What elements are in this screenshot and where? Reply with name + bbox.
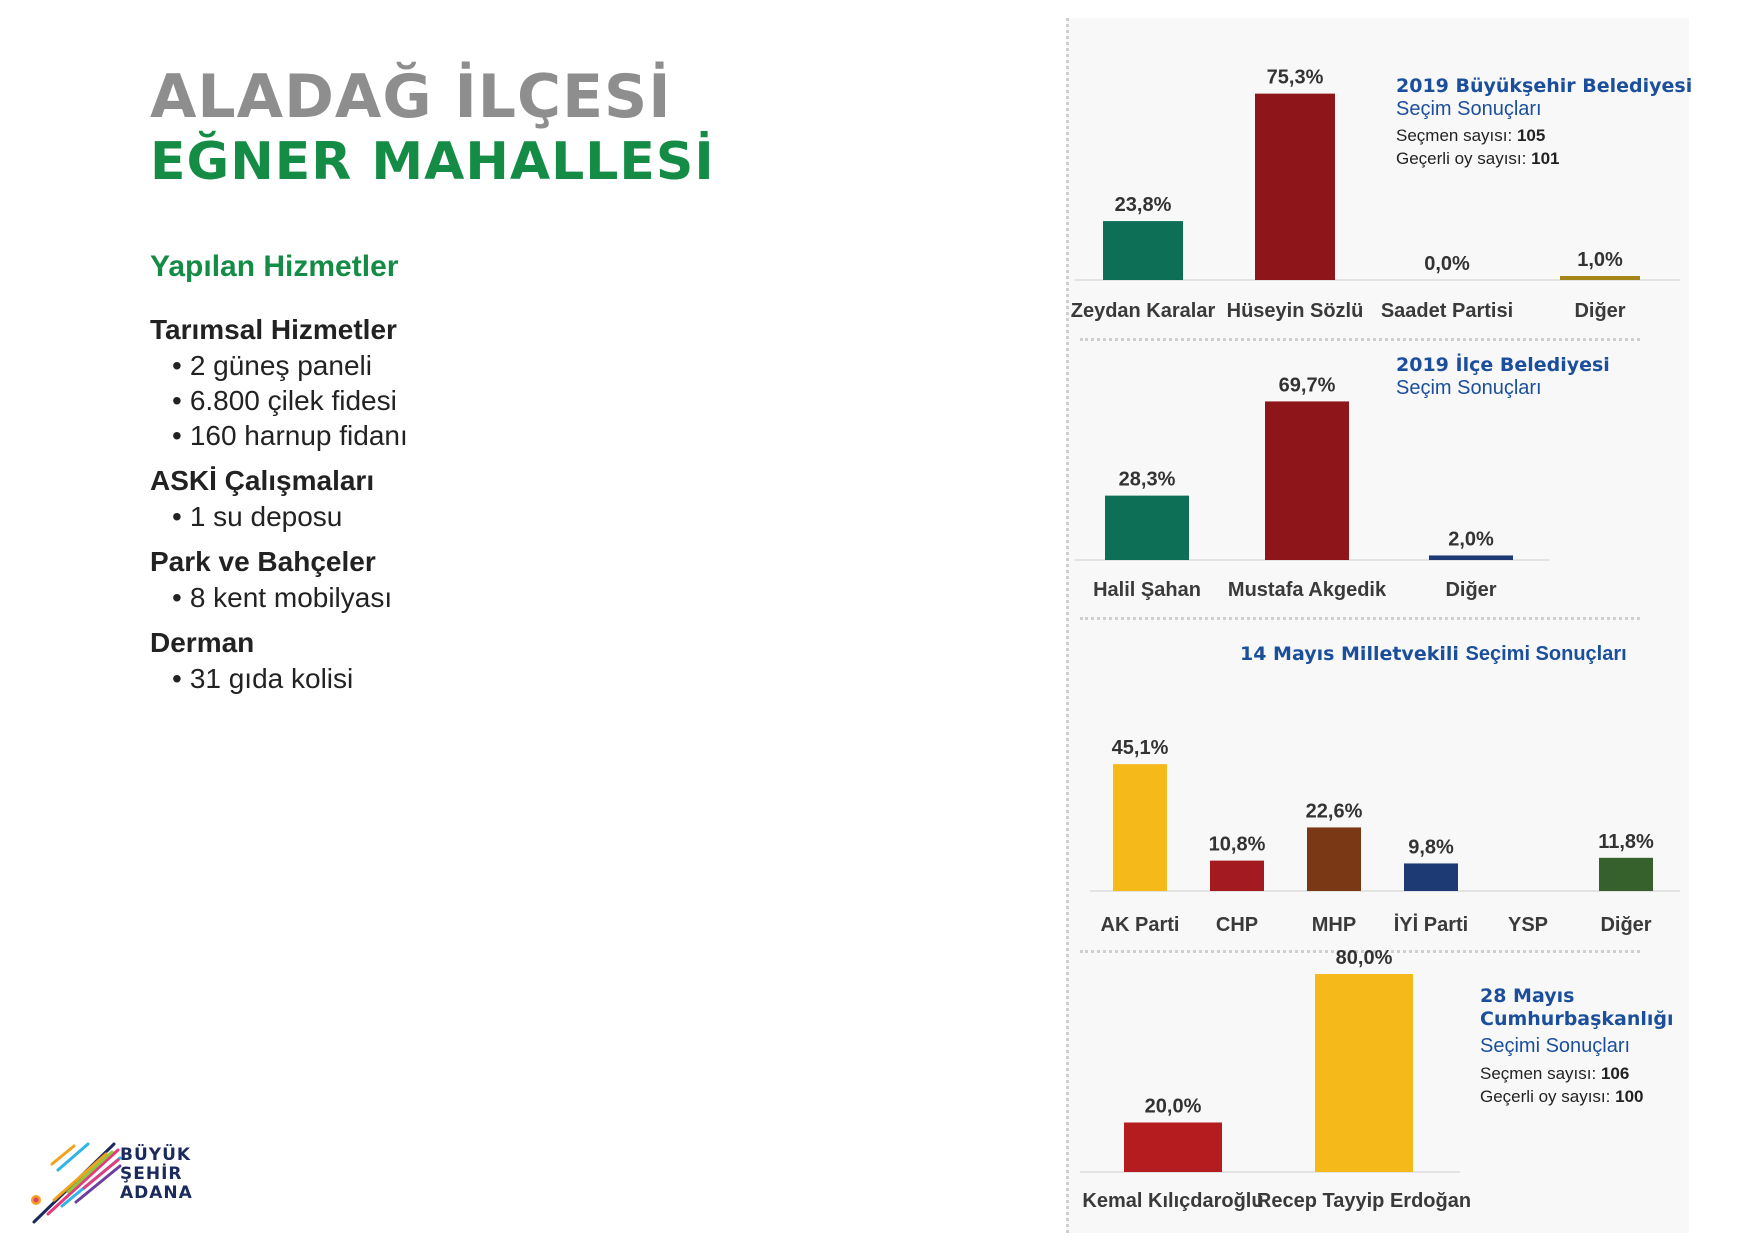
service-item: 31 gıda kolisi bbox=[172, 661, 408, 696]
logo-text: BÜYÜK ŞEHİR ADANA bbox=[120, 1146, 193, 1203]
data-label: 45,1% bbox=[1112, 737, 1169, 759]
voter-count: Seçmen sayısı: 105 bbox=[1396, 126, 1546, 145]
district-title: ALADAĞ İLÇESİ bbox=[150, 62, 672, 132]
category-label: Diğer bbox=[1445, 579, 1496, 601]
data-label: 28,3% bbox=[1119, 469, 1176, 491]
category-label: Diğer bbox=[1574, 300, 1625, 322]
category-label: YSP bbox=[1508, 914, 1548, 936]
bar bbox=[1560, 276, 1640, 280]
bar bbox=[1429, 555, 1513, 560]
services-heading: Yapılan Hizmetler bbox=[150, 250, 399, 283]
valid-vote-count: Geçerli oy sayısı: 101 bbox=[1396, 149, 1560, 168]
category-label: Zeydan Karalar bbox=[1071, 300, 1216, 322]
category-label: Recep Tayyip Erdoğan bbox=[1257, 1190, 1471, 1212]
bar bbox=[1599, 857, 1653, 891]
logo-line: BÜYÜK bbox=[120, 1145, 192, 1165]
chart-title: 2019 Büyükşehir Belediyesi bbox=[1396, 75, 1693, 97]
category-label: Saadet Partisi bbox=[1381, 300, 1513, 322]
data-label: 22,6% bbox=[1306, 800, 1363, 822]
section-divider bbox=[1080, 617, 1640, 620]
bar bbox=[1315, 974, 1413, 1172]
category-label: Mustafa Akgedik bbox=[1228, 579, 1387, 601]
data-label: 9,8% bbox=[1408, 836, 1454, 858]
neighborhood-title: EĞNER MAHALLESİ bbox=[150, 132, 715, 192]
logo-line: ADANA bbox=[120, 1183, 193, 1203]
service-item: 8 kent mobilyası bbox=[172, 580, 408, 615]
bar bbox=[1113, 764, 1167, 891]
data-label: 80,0% bbox=[1336, 947, 1393, 969]
service-items: 2 güneş paneli 6.800 çilek fidesi 160 ha… bbox=[150, 348, 408, 453]
bar bbox=[1255, 93, 1335, 280]
service-category-title: Derman bbox=[150, 627, 255, 658]
service-item: 160 harnup fidanı bbox=[172, 418, 408, 453]
bar bbox=[1105, 495, 1189, 560]
data-label: 23,8% bbox=[1115, 194, 1172, 216]
service-item: 2 güneş paneli bbox=[172, 348, 408, 383]
logo-line: ŞEHİR bbox=[120, 1164, 183, 1184]
chart-title: 14 Mayıs Milletvekili Seçimi Sonuçları bbox=[1240, 643, 1627, 665]
voter-count: Seçmen sayısı: 106 bbox=[1480, 1064, 1630, 1083]
category-label: CHP bbox=[1216, 914, 1258, 936]
category-label: MHP bbox=[1312, 914, 1356, 936]
service-items: 31 gıda kolisi bbox=[150, 661, 408, 696]
data-label: 69,7% bbox=[1279, 374, 1336, 396]
service-items: 8 kent mobilyası bbox=[150, 580, 408, 615]
data-label: 20,0% bbox=[1145, 1096, 1202, 1118]
services-list: Tarımsal Hizmetler 2 güneş paneli 6.800 … bbox=[150, 312, 408, 696]
valid-vote-count: Geçerli oy sayısı: 100 bbox=[1480, 1087, 1644, 1106]
chart-title: 2019 İlçe Belediyesi bbox=[1396, 354, 1610, 376]
category-label: Hüseyin Sözlü bbox=[1227, 300, 1364, 322]
category-label: Kemal Kılıçdaroğlu bbox=[1082, 1190, 1263, 1212]
category-label: Diğer bbox=[1600, 914, 1651, 936]
data-label: 11,8% bbox=[1598, 831, 1654, 853]
bar bbox=[1404, 863, 1458, 891]
service-items: 1 su deposu bbox=[150, 499, 408, 534]
section-divider bbox=[1080, 338, 1640, 341]
data-label: 75,3% bbox=[1267, 67, 1324, 89]
bar bbox=[1265, 401, 1349, 560]
chart-subtitle: Seçim Sonuçları bbox=[1396, 377, 1542, 399]
bar bbox=[1103, 221, 1183, 280]
service-item: 1 su deposu bbox=[172, 499, 408, 534]
bar bbox=[1124, 1122, 1222, 1172]
data-label: 1,0% bbox=[1577, 249, 1623, 271]
category-label: İYİ Parti bbox=[1394, 913, 1468, 936]
service-item: 6.800 çilek fidesi bbox=[172, 383, 408, 418]
buyuksehir-adana-logo bbox=[31, 1142, 122, 1224]
service-category-title: ASKİ Çalışmaları bbox=[150, 465, 375, 496]
category-label: AK Parti bbox=[1101, 914, 1180, 936]
data-label: 10,8% bbox=[1209, 834, 1266, 856]
service-category-title: Tarımsal Hizmetler bbox=[150, 314, 397, 345]
bar bbox=[1210, 860, 1264, 891]
section-divider bbox=[1080, 950, 1640, 953]
chart-title: 28 Mayıs Cumhurbaşkanlığı bbox=[1480, 985, 1674, 1030]
data-label: 0,0% bbox=[1424, 253, 1470, 275]
data-label: 2,0% bbox=[1448, 528, 1494, 550]
category-label: Halil Şahan bbox=[1093, 579, 1201, 601]
bar bbox=[1307, 827, 1361, 891]
service-category-title: Park ve Bahçeler bbox=[150, 546, 376, 577]
chart-subtitle: Seçim Sonuçları bbox=[1396, 98, 1542, 120]
chart-subtitle: Seçimi Sonuçları bbox=[1480, 1035, 1631, 1057]
